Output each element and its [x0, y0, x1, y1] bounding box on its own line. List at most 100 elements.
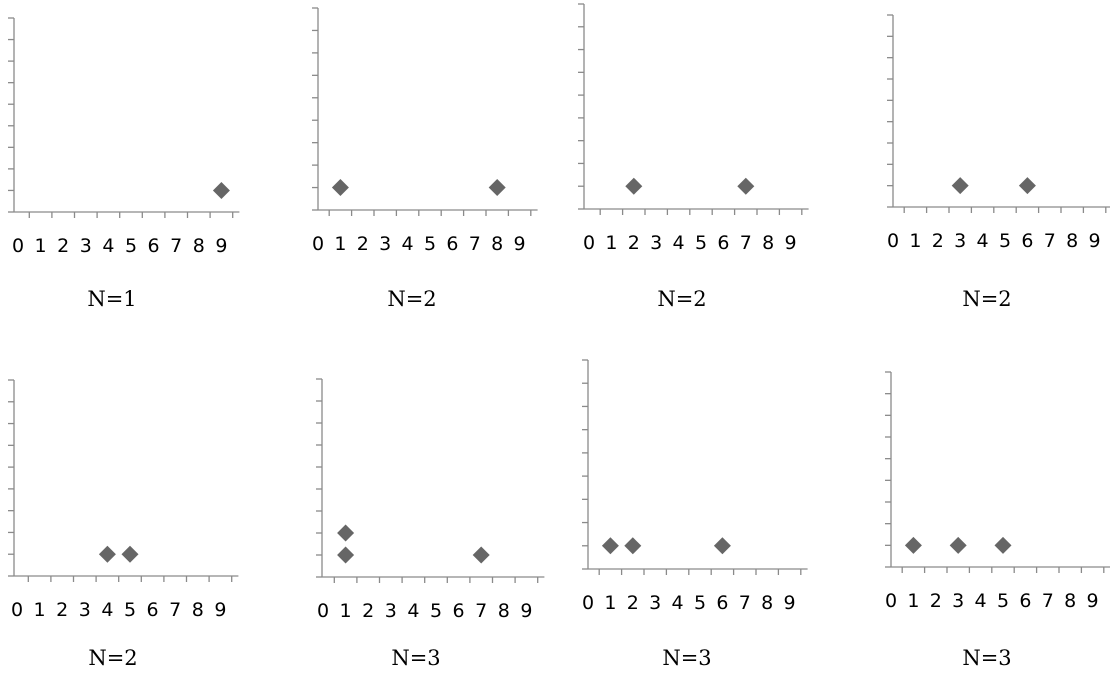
x-tick-label: 4 [102, 235, 114, 257]
x-tick-label: 9 [514, 233, 526, 255]
x-tick-label: 6 [1021, 230, 1033, 252]
x-tick-label: 5 [124, 599, 136, 621]
x-tick-label: 1 [35, 235, 47, 257]
x-tick-label: 4 [672, 592, 684, 614]
x-tick-label: 6 [717, 232, 729, 254]
x-tick-label: 9 [214, 599, 226, 621]
x-tick-label: 5 [430, 600, 442, 622]
x-tick-label: 4 [673, 232, 685, 254]
x-tick-label: 0 [583, 232, 595, 254]
x-tick-label: 6 [716, 592, 728, 614]
data-point-marker [212, 181, 230, 199]
x-tick-label: 3 [650, 232, 662, 254]
x-tick-label: 2 [56, 599, 68, 621]
x-tick-label: 7 [469, 233, 481, 255]
x-tick-label: 6 [453, 600, 465, 622]
scatter-panel: 0 1 2 3 4 5 6 7 8 9 N=3 [316, 378, 545, 670]
x-tick-label: 0 [11, 599, 23, 621]
x-tick-label: 7 [170, 235, 182, 257]
data-point-marker [904, 536, 922, 554]
x-tick-label: 1 [605, 232, 617, 254]
x-tick-label: 6 [148, 235, 160, 257]
x-tick-label: 0 [12, 235, 24, 257]
x-tick-label: 7 [1042, 590, 1054, 612]
panel-caption: N=3 [662, 646, 711, 670]
panel-caption: N=1 [87, 287, 136, 311]
scatter-panel: 0 1 2 3 4 5 6 7 8 9 N=2 [8, 379, 239, 670]
x-tick-label: 7 [475, 600, 487, 622]
x-tick-label: 4 [101, 599, 113, 621]
data-point-marker [337, 524, 355, 542]
data-point-marker [1018, 177, 1036, 195]
x-tick-label: 6 [1019, 590, 1031, 612]
data-point-marker [337, 546, 355, 564]
x-tick-label: 2 [930, 590, 942, 612]
x-tick-label: 5 [424, 233, 436, 255]
x-tick-label: 7 [739, 592, 751, 614]
x-tick-label: 7 [740, 232, 752, 254]
x-tick-label: 5 [694, 592, 706, 614]
x-tick-label: 9 [1087, 590, 1099, 612]
scatter-panel: 0 1 2 3 4 5 6 7 8 9 N=2 [578, 3, 809, 311]
x-tick-label: 4 [407, 600, 419, 622]
x-tick-label: 8 [762, 232, 774, 254]
data-point-marker [713, 537, 731, 555]
x-tick-label: 1 [334, 233, 346, 255]
x-tick-label: 8 [491, 233, 503, 255]
x-tick-label: 8 [193, 235, 205, 257]
data-point-marker [121, 545, 139, 563]
x-tick-label: 0 [312, 233, 324, 255]
x-tick-label: 8 [761, 592, 773, 614]
x-tick-label: 7 [169, 599, 181, 621]
scatter-panel: 0 1 2 3 4 5 6 7 8 9 N=3 [885, 371, 1110, 670]
scatter-panel: 0 1 2 3 4 5 6 7 8 9 N=2 [887, 14, 1110, 311]
data-point-marker [98, 545, 116, 563]
x-tick-label: 3 [79, 599, 91, 621]
x-tick-label: 3 [385, 600, 397, 622]
x-tick-label: 0 [317, 600, 329, 622]
panel-caption: N=2 [962, 287, 1011, 311]
data-point-marker [488, 179, 506, 197]
x-tick-label: 2 [362, 600, 374, 622]
x-tick-label: 7 [1044, 230, 1056, 252]
x-tick-label: 4 [977, 230, 989, 252]
x-tick-label: 9 [520, 600, 532, 622]
x-tick-label: 5 [125, 235, 137, 257]
x-tick-label: 3 [649, 592, 661, 614]
x-tick-label: 1 [909, 230, 921, 252]
data-point-marker [601, 537, 619, 555]
x-tick-label: 4 [402, 233, 414, 255]
data-point-marker [949, 536, 967, 554]
x-tick-label: 2 [357, 233, 369, 255]
data-point-marker [951, 177, 969, 195]
x-tick-label: 1 [34, 599, 46, 621]
x-tick-label: 2 [57, 235, 69, 257]
x-tick-label: 5 [999, 230, 1011, 252]
panel-caption: N=2 [657, 287, 706, 311]
scatter-panel: 0 1 2 3 4 5 6 7 8 9 N=1 [8, 17, 240, 311]
data-point-marker [737, 177, 755, 195]
x-tick-label: 0 [885, 590, 897, 612]
panel-caption: N=3 [962, 646, 1011, 670]
x-tick-label: 9 [784, 592, 796, 614]
x-tick-label: 5 [997, 590, 1009, 612]
x-tick-label: 1 [604, 592, 616, 614]
x-tick-label: 2 [627, 592, 639, 614]
x-tick-label: 3 [954, 230, 966, 252]
x-tick-label: 6 [446, 233, 458, 255]
x-tick-label: 3 [80, 235, 92, 257]
data-point-marker [331, 179, 349, 197]
x-tick-label: 5 [695, 232, 707, 254]
panel-caption: N=2 [387, 287, 436, 311]
x-tick-label: 1 [907, 590, 919, 612]
panel-caption: N=2 [88, 646, 137, 670]
x-tick-label: 8 [498, 600, 510, 622]
x-tick-label: 0 [582, 592, 594, 614]
x-tick-label: 4 [975, 590, 987, 612]
x-tick-label: 8 [192, 599, 204, 621]
data-point-marker [624, 537, 642, 555]
x-tick-label: 8 [1064, 590, 1076, 612]
panel-caption: N=3 [391, 646, 440, 670]
data-point-marker [625, 177, 643, 195]
